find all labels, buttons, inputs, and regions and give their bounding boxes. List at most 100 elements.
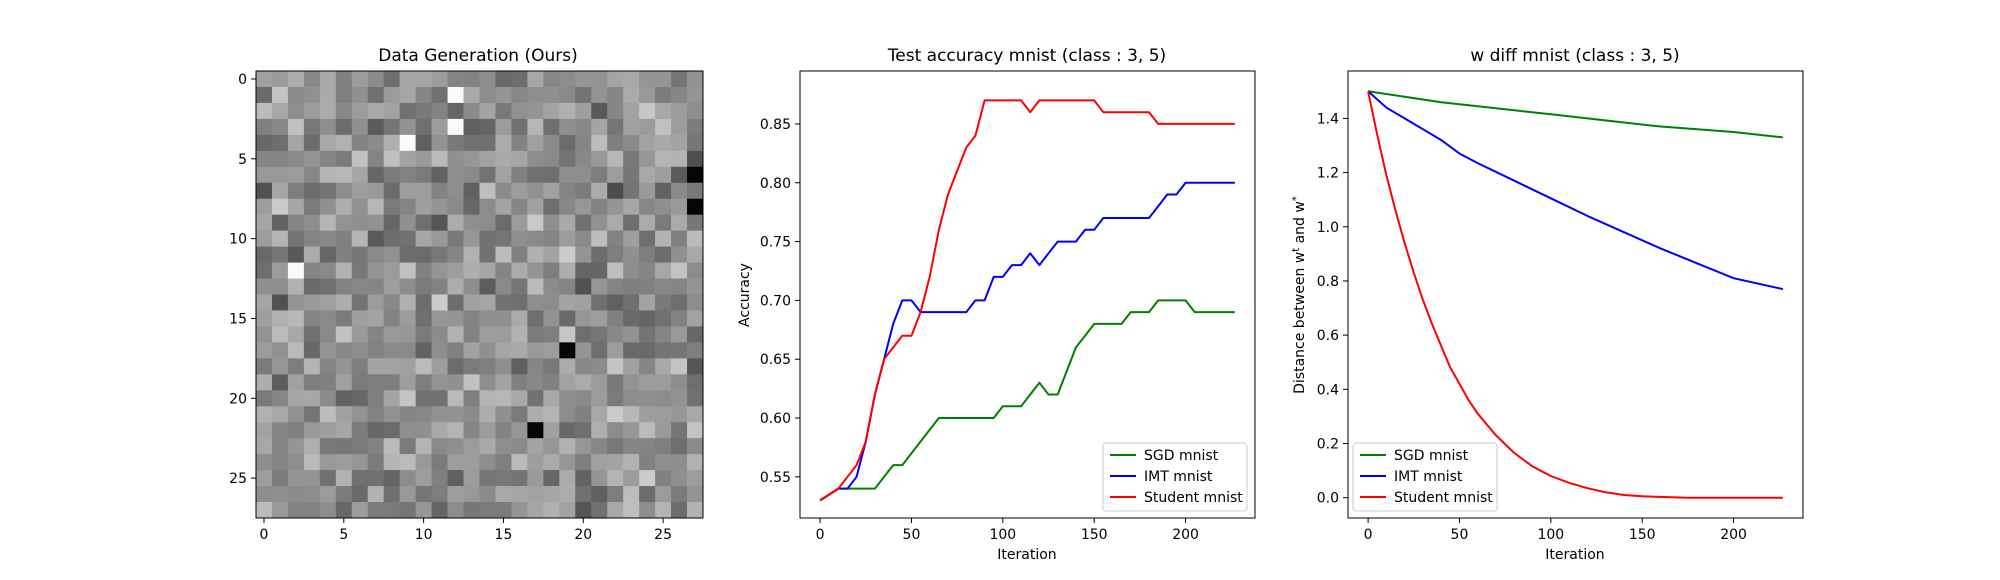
heatmap-cell bbox=[639, 118, 656, 136]
heatmap-frame bbox=[255, 70, 704, 519]
heatmap-cell bbox=[415, 454, 432, 471]
heatmap-cell bbox=[351, 86, 369, 104]
heatmap-cell bbox=[367, 374, 385, 391]
wdiff-chart-title: w diff mnist (class : 3, 5) bbox=[1470, 46, 1679, 66]
heatmap-cell bbox=[431, 198, 448, 216]
heatmap-cell bbox=[511, 438, 528, 455]
heatmap-cell bbox=[351, 374, 369, 391]
wdiff-y-tick-label: 1.2 bbox=[1317, 166, 1339, 182]
heatmap-cell bbox=[575, 438, 592, 455]
heatmap-cell bbox=[559, 390, 576, 407]
heatmap-cell bbox=[687, 358, 704, 375]
heatmap-cell bbox=[591, 262, 608, 279]
heatmap-cell bbox=[415, 358, 432, 375]
heatmap-cell bbox=[415, 134, 432, 152]
heatmap-cell bbox=[351, 71, 369, 88]
heatmap-cell bbox=[335, 326, 353, 343]
heatmap-cell bbox=[303, 278, 321, 295]
heatmap-cell bbox=[591, 438, 608, 455]
heatmap-cell bbox=[319, 134, 337, 152]
heatmap-cell bbox=[367, 134, 385, 152]
heatmap-cell bbox=[527, 262, 544, 279]
heatmap-cell bbox=[623, 198, 640, 216]
heatmap-cell bbox=[623, 358, 640, 375]
heatmap-cell bbox=[655, 118, 672, 136]
heatmap-cell bbox=[319, 150, 337, 168]
heatmap-cell bbox=[543, 102, 560, 120]
heatmap-cell bbox=[367, 342, 385, 359]
heatmap-cell bbox=[479, 118, 496, 136]
heatmap-cell bbox=[447, 198, 464, 216]
heatmap-cell bbox=[687, 486, 704, 503]
heatmap-cell bbox=[415, 422, 432, 439]
heatmap-cell bbox=[303, 230, 321, 247]
heatmap-cell bbox=[543, 294, 560, 311]
accuracy-legend-label-student: Student mnist bbox=[1144, 490, 1243, 506]
heatmap-cell bbox=[495, 134, 512, 152]
heatmap-cell bbox=[335, 358, 353, 375]
heatmap-cell bbox=[271, 182, 289, 200]
heatmap-cell bbox=[335, 470, 353, 487]
heatmap-cell bbox=[527, 310, 544, 327]
heatmap-cell bbox=[559, 166, 576, 184]
heatmap-cell bbox=[479, 246, 496, 263]
heatmap-cell bbox=[287, 390, 305, 407]
heatmap-cell bbox=[575, 150, 592, 168]
heatmap-cell bbox=[495, 470, 512, 487]
heatmap-cell bbox=[671, 182, 688, 200]
heatmap-cell bbox=[527, 454, 544, 471]
heatmap-cell bbox=[335, 310, 353, 327]
heatmap-cell bbox=[543, 86, 560, 104]
heatmap-cell bbox=[511, 118, 528, 136]
heatmap-cell bbox=[607, 246, 624, 263]
heatmap-cell bbox=[495, 278, 512, 295]
heatmap-cell bbox=[383, 406, 401, 423]
heatmap-cell bbox=[287, 422, 305, 439]
heatmap-cell bbox=[447, 71, 464, 88]
accuracy-series-imt-mnist bbox=[819, 181, 1235, 502]
heatmap-cell bbox=[495, 422, 512, 439]
heatmap-cell bbox=[575, 246, 592, 263]
heatmap-cell bbox=[463, 326, 480, 343]
heatmap-cell bbox=[559, 118, 576, 136]
heatmap-cell bbox=[687, 326, 704, 343]
heatmap-cell bbox=[671, 374, 688, 391]
heatmap-cell bbox=[256, 198, 273, 216]
heatmap-cell bbox=[367, 86, 385, 104]
heatmap-cell bbox=[335, 214, 353, 232]
heatmap-cell bbox=[591, 182, 608, 200]
heatmap-cell bbox=[447, 150, 464, 168]
heatmap-cell bbox=[431, 246, 448, 263]
heatmap-cell bbox=[303, 358, 321, 375]
heatmap-cell bbox=[543, 342, 560, 359]
heatmap-cell bbox=[303, 486, 321, 503]
heatmap-cell bbox=[463, 262, 480, 279]
heatmap-cell bbox=[319, 358, 337, 375]
heatmap-cell bbox=[447, 454, 464, 471]
accuracy-y-tick-label: 0.65 bbox=[760, 352, 791, 368]
heatmap-cell bbox=[271, 358, 289, 375]
accuracy-series-student-mnist bbox=[819, 99, 1235, 502]
heatmap-cell bbox=[415, 230, 432, 247]
heatmap-cell bbox=[463, 71, 480, 88]
heatmap-cell bbox=[495, 230, 512, 247]
heatmap-cell bbox=[383, 374, 401, 391]
heatmap-cell bbox=[271, 310, 289, 327]
wdiff-lines bbox=[1367, 90, 1784, 499]
heatmap-cell bbox=[256, 502, 273, 519]
heatmap-cell bbox=[447, 262, 464, 279]
accuracy-series-sgd-mnist bbox=[819, 299, 1235, 502]
wdiff-legend-label-student: Student mnist bbox=[1394, 490, 1493, 506]
heatmap-cell bbox=[495, 342, 512, 359]
heatmap-cell bbox=[271, 438, 289, 455]
heatmap-cell bbox=[543, 454, 560, 471]
heatmap-cell bbox=[303, 166, 321, 184]
heatmap-cell bbox=[415, 71, 432, 88]
heatmap-cell bbox=[527, 134, 544, 152]
accuracy-plot-frame bbox=[799, 70, 1256, 519]
heatmap-cell bbox=[527, 182, 544, 200]
heatmap-cell bbox=[607, 150, 624, 168]
heatmap-cell bbox=[543, 166, 560, 184]
heatmap-cell bbox=[303, 294, 321, 311]
